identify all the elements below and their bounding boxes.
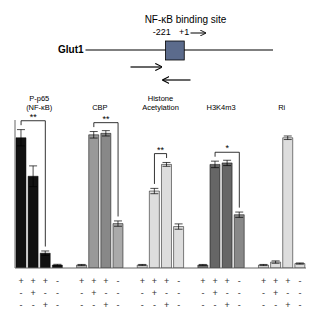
svg-text:-: -	[238, 288, 241, 298]
svg-text:+: +	[91, 288, 96, 298]
svg-text:+: +	[212, 276, 217, 286]
svg-text:**: **	[157, 145, 165, 155]
svg-text:*: *	[225, 143, 229, 153]
svg-text:+: +	[140, 276, 145, 286]
svg-text:-: -	[104, 288, 107, 298]
svg-text:-221: -221	[153, 27, 171, 37]
svg-text:P-p65(NF-κB): P-p65(NF-κB)	[26, 94, 53, 112]
svg-text:+: +	[200, 276, 205, 286]
svg-text:-: -	[56, 288, 59, 298]
svg-text:-: -	[56, 300, 59, 310]
svg-text:+: +	[18, 276, 23, 286]
svg-text:-: -	[44, 288, 47, 298]
svg-text:**: **	[102, 114, 110, 124]
svg-text:-: -	[80, 300, 83, 310]
svg-text:**: **	[30, 112, 38, 122]
svg-text:+: +	[225, 300, 230, 310]
svg-text:+: +	[103, 276, 108, 286]
svg-text:-: -	[177, 288, 180, 298]
svg-text:-: -	[226, 288, 229, 298]
svg-text:+: +	[91, 276, 96, 286]
svg-text:+: +	[103, 300, 108, 310]
svg-text:-: -	[20, 300, 23, 310]
svg-text:+: +	[31, 276, 36, 286]
svg-text:+: +	[79, 276, 84, 286]
svg-text:+: +	[164, 276, 169, 286]
svg-text:-: -	[141, 300, 144, 310]
svg-text:-: -	[262, 288, 265, 298]
svg-text:-: -	[80, 288, 83, 298]
svg-text:-: -	[177, 300, 180, 310]
svg-text:+: +	[273, 276, 278, 286]
svg-text:-: -	[214, 300, 217, 310]
svg-text:-: -	[201, 300, 204, 310]
svg-text:+: +	[152, 288, 157, 298]
svg-text:+: +	[212, 288, 217, 298]
svg-text:+: +	[43, 300, 48, 310]
svg-text:-: -	[274, 300, 277, 310]
svg-text:-: -	[141, 288, 144, 298]
svg-text:+: +	[285, 300, 290, 310]
svg-text:+: +	[152, 276, 157, 286]
svg-text:-: -	[117, 276, 120, 286]
svg-text:Glut1: Glut1	[58, 44, 84, 55]
svg-text:+: +	[285, 276, 290, 286]
svg-text:CBP: CBP	[92, 103, 107, 112]
svg-text:-: -	[298, 288, 301, 298]
svg-text:-: -	[298, 300, 301, 310]
svg-text:HistoneAcetylation: HistoneAcetylation	[142, 94, 179, 112]
svg-text:-: -	[298, 276, 301, 286]
svg-text:-: -	[201, 288, 204, 298]
svg-text:+: +	[261, 276, 266, 286]
svg-text:+: +	[31, 288, 36, 298]
svg-text:+: +	[225, 276, 230, 286]
svg-text:-: -	[20, 288, 23, 298]
svg-text:Ri: Ri	[278, 103, 285, 112]
svg-text:-: -	[238, 300, 241, 310]
svg-text:-: -	[56, 276, 59, 286]
svg-text:-: -	[92, 300, 95, 310]
svg-text:H3K4m3: H3K4m3	[207, 103, 236, 112]
svg-text:-: -	[117, 288, 120, 298]
svg-text:-: -	[153, 300, 156, 310]
svg-text:-: -	[262, 300, 265, 310]
svg-text:-: -	[238, 276, 241, 286]
svg-text:-: -	[32, 300, 35, 310]
svg-text:+: +	[164, 300, 169, 310]
svg-text:-: -	[117, 300, 120, 310]
svg-text:+1: +1	[179, 27, 189, 37]
svg-text:-: -	[165, 288, 168, 298]
svg-text:NF-κB binding site: NF-κB binding site	[145, 14, 227, 25]
svg-text:+: +	[273, 288, 278, 298]
svg-text:-: -	[177, 276, 180, 286]
svg-text:-: -	[286, 288, 289, 298]
svg-text:+: +	[43, 276, 48, 286]
